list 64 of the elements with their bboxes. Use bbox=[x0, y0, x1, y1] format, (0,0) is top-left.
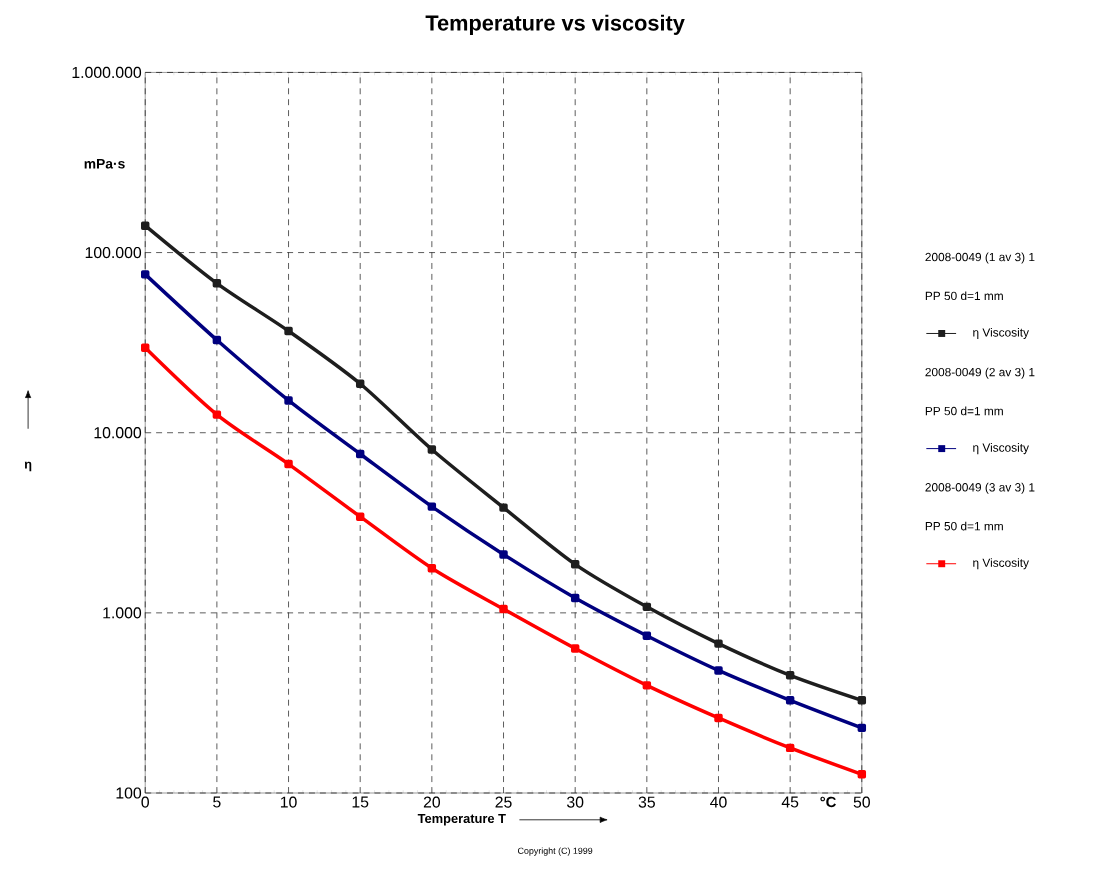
point bbox=[499, 604, 508, 614]
point bbox=[427, 445, 437, 454]
y-tick-label: 1.000 bbox=[103, 607, 142, 619]
legend-label: η Viscosity bbox=[973, 442, 1029, 455]
point bbox=[714, 639, 723, 648]
x-tick-label: 30 bbox=[566, 796, 584, 808]
x-tick-label: 40 bbox=[710, 796, 727, 808]
x-tick-label: 50 bbox=[853, 796, 870, 808]
point bbox=[857, 695, 867, 705]
point bbox=[570, 644, 580, 653]
point bbox=[212, 410, 222, 419]
text: mPa·s bbox=[84, 158, 125, 169]
y-tick-label: 1.000.000 bbox=[72, 66, 142, 78]
point bbox=[355, 512, 365, 521]
point bbox=[642, 681, 652, 690]
point bbox=[141, 343, 150, 352]
text: PP 50 d=1 mm bbox=[925, 521, 1003, 531]
text: °C bbox=[820, 796, 836, 808]
point bbox=[785, 695, 795, 705]
legend-label: η Viscosity bbox=[973, 558, 1029, 570]
x-tick-label: 0 bbox=[141, 796, 149, 808]
point bbox=[642, 631, 652, 640]
x-tick-label: 35 bbox=[638, 796, 655, 808]
point bbox=[714, 666, 723, 675]
y-tick-label: 100.000 bbox=[85, 246, 142, 259]
x-tick-label: 15 bbox=[352, 796, 369, 808]
x-tick-label: 45 bbox=[781, 796, 799, 808]
point bbox=[427, 563, 437, 573]
text: 2008-0049 (3 av 3) 1 bbox=[925, 482, 1035, 494]
text: 2008-0049 (2 av 3) 1 bbox=[925, 367, 1035, 379]
point bbox=[212, 278, 222, 288]
point bbox=[570, 593, 580, 603]
point bbox=[284, 459, 293, 469]
y-tick-label: 100 bbox=[116, 787, 142, 799]
text: 2008-0049 (1 av 3) 1 bbox=[925, 252, 1035, 264]
point bbox=[857, 723, 867, 732]
x-tick-label: 25 bbox=[495, 796, 512, 808]
text: Copyright (C) 1999 bbox=[517, 847, 593, 856]
text: PP 50 d=1 mm bbox=[925, 291, 1003, 300]
point bbox=[141, 270, 150, 279]
chart-title: Temperature vs viscosity bbox=[425, 14, 685, 35]
point bbox=[427, 502, 437, 511]
point bbox=[785, 670, 795, 680]
point bbox=[857, 769, 867, 779]
text: PP 50 d=1 mm bbox=[925, 406, 1003, 416]
x-axis-title: Temperature T bbox=[417, 813, 506, 826]
x-tick-label: 20 bbox=[423, 796, 441, 808]
point bbox=[355, 379, 365, 388]
point bbox=[785, 743, 795, 752]
point bbox=[212, 335, 222, 345]
point bbox=[499, 550, 508, 559]
y-tick-label: 10.000 bbox=[94, 427, 142, 439]
y-axis-title: η bbox=[24, 461, 32, 472]
point bbox=[284, 326, 293, 336]
point bbox=[642, 602, 652, 611]
point bbox=[714, 713, 723, 723]
x-tick-label: 5 bbox=[213, 796, 221, 808]
point bbox=[355, 449, 365, 459]
legend-label: η Viscosity bbox=[973, 327, 1029, 339]
point bbox=[284, 396, 293, 405]
point bbox=[141, 221, 150, 230]
x-tick-label: 10 bbox=[280, 796, 297, 808]
point bbox=[499, 503, 508, 512]
point bbox=[570, 559, 580, 569]
